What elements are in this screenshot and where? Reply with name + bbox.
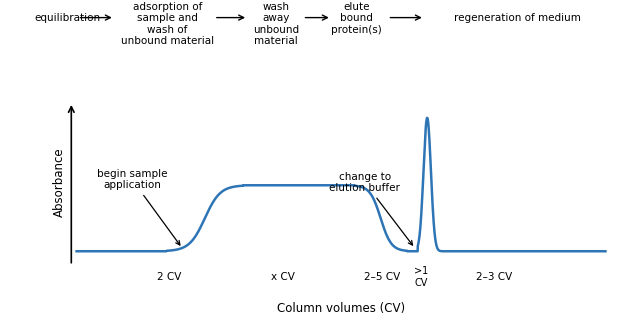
Text: change to
elution buffer: change to elution buffer [329,172,412,245]
X-axis label: Column volumes (CV): Column volumes (CV) [277,302,405,315]
Text: >1
CV: >1 CV [414,266,428,288]
Text: wash
away
unbound
material: wash away unbound material [253,2,299,46]
Y-axis label: Absorbance: Absorbance [53,148,66,217]
Text: 2–5 CV: 2–5 CV [364,272,401,282]
Text: x CV: x CV [271,272,294,282]
Text: adsorption of
sample and
wash of
unbound material: adsorption of sample and wash of unbound… [121,2,214,46]
Text: elute
bound
protein(s): elute bound protein(s) [331,2,382,35]
Text: begin sample
application: begin sample application [97,169,180,245]
Text: 2–3 CV: 2–3 CV [476,272,513,282]
Text: regeneration of medium: regeneration of medium [454,12,581,23]
Text: equilibration: equilibration [34,12,100,23]
Text: 2 CV: 2 CV [157,272,181,282]
